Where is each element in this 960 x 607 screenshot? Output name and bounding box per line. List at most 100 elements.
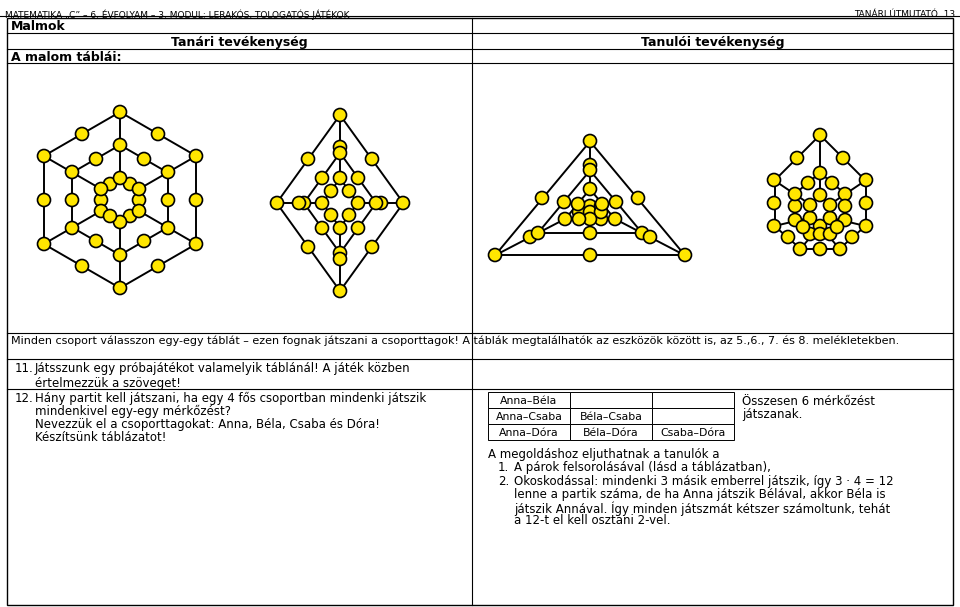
Circle shape bbox=[343, 208, 355, 222]
Circle shape bbox=[94, 183, 108, 195]
Circle shape bbox=[316, 222, 328, 234]
Circle shape bbox=[370, 197, 382, 209]
Circle shape bbox=[767, 174, 780, 186]
Circle shape bbox=[838, 200, 852, 212]
Text: Játsszunk egy próbajátékot valamelyik táblánál! A játék közben
értelmezzük a szö: Játsszunk egy próbajátékot valamelyik tá… bbox=[35, 362, 411, 390]
Text: 2.: 2. bbox=[498, 475, 509, 488]
Circle shape bbox=[161, 166, 175, 178]
Text: Malmok: Malmok bbox=[11, 20, 65, 33]
Circle shape bbox=[37, 149, 51, 163]
Circle shape bbox=[76, 127, 88, 140]
Circle shape bbox=[813, 220, 827, 232]
Text: MATEMATIKA „C” – 6. ÉVFOLYAM – 3. MODUL: LERAKÓS, TOLOGATÓS JÁTÉKOK: MATEMATIKA „C” – 6. ÉVFOLYAM – 3. MODUL:… bbox=[5, 10, 349, 21]
Bar bbox=[488, 424, 570, 440]
Circle shape bbox=[76, 260, 88, 273]
Circle shape bbox=[113, 138, 127, 152]
Circle shape bbox=[301, 152, 315, 166]
Circle shape bbox=[584, 248, 596, 262]
Circle shape bbox=[113, 106, 127, 118]
Bar bbox=[652, 408, 734, 424]
Circle shape bbox=[802, 177, 814, 189]
Circle shape bbox=[333, 246, 347, 260]
Circle shape bbox=[594, 212, 608, 225]
Circle shape bbox=[794, 243, 806, 256]
Circle shape bbox=[558, 195, 570, 208]
Text: Tanulói tevékenység: Tanulói tevékenység bbox=[640, 36, 784, 49]
Text: A megoldáshoz eljuthatnak a tanulók a: A megoldáshoz eljuthatnak a tanulók a bbox=[488, 448, 719, 461]
Circle shape bbox=[333, 109, 347, 121]
Circle shape bbox=[846, 231, 858, 243]
Circle shape bbox=[489, 248, 501, 262]
Circle shape bbox=[788, 188, 802, 200]
Circle shape bbox=[298, 197, 310, 209]
Circle shape bbox=[137, 152, 151, 166]
Circle shape bbox=[374, 197, 388, 209]
Circle shape bbox=[584, 183, 596, 195]
Text: lenne a partik száma, de ha Anna játszik Bélával, akkor Béla is: lenne a partik száma, de ha Anna játszik… bbox=[514, 488, 886, 501]
Circle shape bbox=[571, 197, 585, 211]
Circle shape bbox=[836, 152, 850, 164]
Circle shape bbox=[632, 191, 644, 205]
Circle shape bbox=[833, 243, 847, 256]
Circle shape bbox=[804, 228, 817, 240]
Circle shape bbox=[859, 197, 873, 209]
Bar bbox=[488, 408, 570, 424]
Circle shape bbox=[333, 222, 347, 234]
Circle shape bbox=[788, 200, 802, 212]
Circle shape bbox=[396, 197, 410, 209]
Circle shape bbox=[788, 214, 802, 226]
Circle shape bbox=[584, 226, 596, 240]
Text: Összesen 6 mérkőzést: Összesen 6 mérkőzést bbox=[742, 395, 875, 408]
Circle shape bbox=[826, 177, 838, 189]
Bar bbox=[488, 392, 570, 408]
Circle shape bbox=[859, 174, 873, 186]
Text: játszik Annával. Így minden játszmát kétszer számoltunk, tehát: játszik Annával. Így minden játszmát két… bbox=[514, 501, 890, 515]
Circle shape bbox=[610, 195, 622, 208]
Circle shape bbox=[104, 177, 116, 191]
Circle shape bbox=[37, 194, 51, 206]
Circle shape bbox=[532, 226, 544, 240]
Circle shape bbox=[824, 198, 836, 211]
Circle shape bbox=[366, 240, 378, 254]
Circle shape bbox=[824, 228, 836, 240]
Circle shape bbox=[813, 243, 827, 256]
Circle shape bbox=[189, 237, 203, 251]
Circle shape bbox=[572, 200, 586, 212]
Circle shape bbox=[113, 215, 127, 228]
Text: 12.: 12. bbox=[15, 392, 34, 405]
Text: A malom táblái:: A malom táblái: bbox=[11, 51, 122, 64]
Text: a 12-t el kell osztani 2-vel.: a 12-t el kell osztani 2-vel. bbox=[514, 514, 670, 527]
Circle shape bbox=[301, 240, 315, 254]
Circle shape bbox=[572, 206, 586, 219]
Circle shape bbox=[584, 163, 596, 177]
Circle shape bbox=[161, 194, 175, 206]
Circle shape bbox=[343, 185, 355, 197]
Circle shape bbox=[351, 222, 365, 234]
Bar bbox=[652, 424, 734, 440]
Circle shape bbox=[859, 220, 873, 232]
Circle shape bbox=[152, 260, 164, 273]
Bar bbox=[652, 392, 734, 408]
Circle shape bbox=[89, 152, 103, 166]
Text: játszanak.: játszanak. bbox=[742, 408, 803, 421]
Bar bbox=[570, 392, 652, 408]
Circle shape bbox=[104, 209, 116, 223]
Circle shape bbox=[636, 226, 649, 240]
Circle shape bbox=[351, 172, 365, 185]
Circle shape bbox=[594, 200, 608, 212]
Circle shape bbox=[124, 209, 136, 223]
Circle shape bbox=[324, 185, 338, 197]
Circle shape bbox=[781, 231, 795, 243]
Text: Anna–Béla: Anna–Béla bbox=[500, 396, 558, 406]
Circle shape bbox=[679, 248, 691, 262]
Circle shape bbox=[124, 177, 136, 191]
Text: Minden csoport válasszon egy-egy táblát – ezen fognak játszani a csoporttagok! A: Minden csoport válasszon egy-egy táblát … bbox=[11, 336, 900, 347]
Circle shape bbox=[333, 172, 347, 185]
Text: Tanári tevékenység: Tanári tevékenység bbox=[171, 36, 308, 49]
Circle shape bbox=[584, 158, 596, 172]
Circle shape bbox=[333, 253, 347, 265]
Circle shape bbox=[584, 135, 596, 148]
Text: Készítsünk táblázatot!: Készítsünk táblázatot! bbox=[35, 431, 166, 444]
Circle shape bbox=[132, 205, 146, 217]
Circle shape bbox=[333, 285, 347, 297]
